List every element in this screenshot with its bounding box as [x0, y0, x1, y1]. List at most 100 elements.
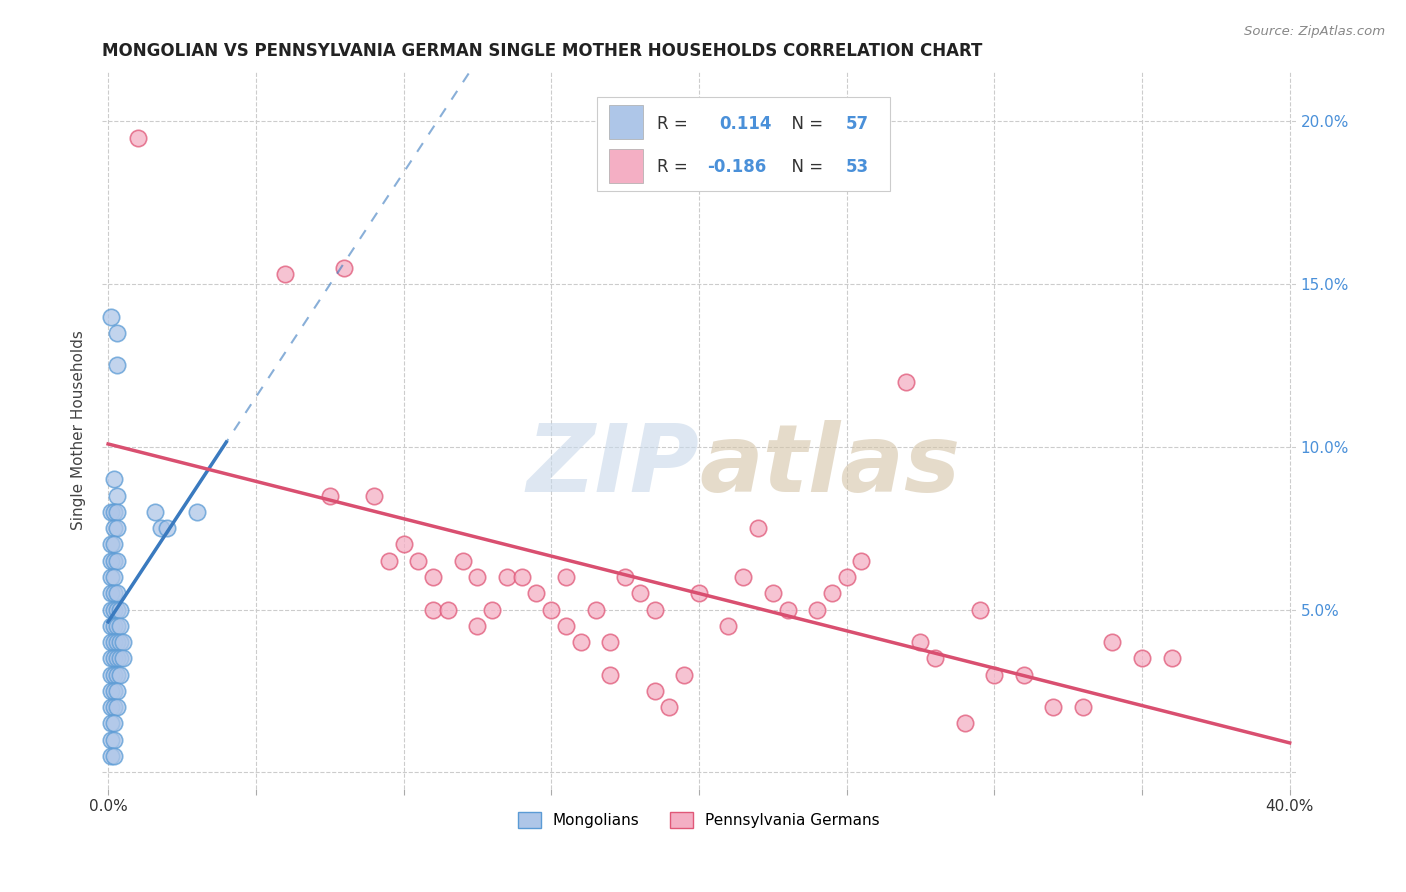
- Point: [100, 586, 122, 600]
- Point: [377, 554, 399, 568]
- Point: [821, 586, 844, 600]
- FancyBboxPatch shape: [609, 105, 643, 139]
- Point: [105, 586, 128, 600]
- Text: 53: 53: [845, 158, 869, 177]
- Point: [1160, 651, 1182, 665]
- Text: -0.186: -0.186: [707, 158, 766, 177]
- Point: [100, 684, 122, 698]
- Point: [100, 310, 122, 324]
- Point: [422, 602, 444, 616]
- Point: [1012, 667, 1035, 681]
- Point: [953, 716, 976, 731]
- Point: [105, 521, 128, 535]
- Point: [100, 570, 122, 584]
- Point: [103, 602, 125, 616]
- Point: [111, 651, 134, 665]
- Point: [105, 489, 128, 503]
- Point: [673, 667, 696, 681]
- Point: [481, 602, 503, 616]
- Point: [105, 619, 128, 633]
- Text: 57: 57: [845, 114, 869, 133]
- Point: [747, 521, 769, 535]
- Point: [806, 602, 828, 616]
- Point: [127, 130, 149, 145]
- Point: [658, 700, 681, 714]
- Point: [969, 602, 991, 616]
- Point: [467, 570, 489, 584]
- Text: R =: R =: [657, 114, 693, 133]
- Point: [100, 667, 122, 681]
- Point: [540, 602, 562, 616]
- Point: [103, 732, 125, 747]
- Point: [851, 554, 873, 568]
- Point: [1071, 700, 1094, 714]
- Y-axis label: Single Mother Households: Single Mother Households: [72, 331, 86, 531]
- Point: [108, 635, 131, 649]
- Point: [156, 521, 179, 535]
- FancyBboxPatch shape: [609, 149, 643, 183]
- Point: [103, 749, 125, 764]
- Point: [983, 667, 1005, 681]
- Point: [103, 700, 125, 714]
- Point: [644, 684, 666, 698]
- Point: [776, 602, 799, 616]
- Point: [762, 586, 785, 600]
- Point: [894, 375, 917, 389]
- Text: N =: N =: [782, 158, 828, 177]
- Point: [599, 667, 621, 681]
- Point: [105, 326, 128, 340]
- Point: [100, 716, 122, 731]
- Point: [103, 570, 125, 584]
- Point: [105, 684, 128, 698]
- Point: [103, 684, 125, 698]
- Point: [100, 732, 122, 747]
- Point: [392, 537, 415, 551]
- Point: [105, 602, 128, 616]
- Point: [103, 635, 125, 649]
- Point: [363, 489, 385, 503]
- Point: [924, 651, 946, 665]
- Point: [599, 635, 621, 649]
- Point: [555, 619, 578, 633]
- Point: [103, 619, 125, 633]
- Point: [628, 586, 651, 600]
- Point: [145, 505, 167, 519]
- Point: [108, 667, 131, 681]
- Point: [717, 619, 740, 633]
- Point: [333, 260, 356, 275]
- Point: [105, 635, 128, 649]
- Point: [526, 586, 548, 600]
- Point: [108, 602, 131, 616]
- Point: [100, 554, 122, 568]
- Point: [100, 635, 122, 649]
- Point: [103, 537, 125, 551]
- Point: [105, 667, 128, 681]
- Point: [585, 602, 607, 616]
- Point: [510, 570, 533, 584]
- Point: [1101, 635, 1123, 649]
- Text: atlas: atlas: [699, 420, 960, 512]
- Point: [100, 651, 122, 665]
- Text: ZIP: ZIP: [526, 420, 699, 512]
- Point: [150, 521, 173, 535]
- Point: [100, 619, 122, 633]
- Text: Source: ZipAtlas.com: Source: ZipAtlas.com: [1244, 25, 1385, 38]
- Point: [103, 716, 125, 731]
- Point: [103, 472, 125, 486]
- Point: [103, 586, 125, 600]
- Point: [105, 505, 128, 519]
- Point: [688, 586, 710, 600]
- Point: [103, 667, 125, 681]
- Text: N =: N =: [782, 114, 828, 133]
- Point: [733, 570, 755, 584]
- Point: [467, 619, 489, 633]
- Point: [100, 602, 122, 616]
- Point: [100, 749, 122, 764]
- Text: R =: R =: [657, 158, 693, 177]
- Text: MONGOLIAN VS PENNSYLVANIA GERMAN SINGLE MOTHER HOUSEHOLDS CORRELATION CHART: MONGOLIAN VS PENNSYLVANIA GERMAN SINGLE …: [103, 42, 983, 60]
- Point: [496, 570, 519, 584]
- Point: [835, 570, 858, 584]
- Point: [105, 554, 128, 568]
- Point: [105, 651, 128, 665]
- Point: [103, 505, 125, 519]
